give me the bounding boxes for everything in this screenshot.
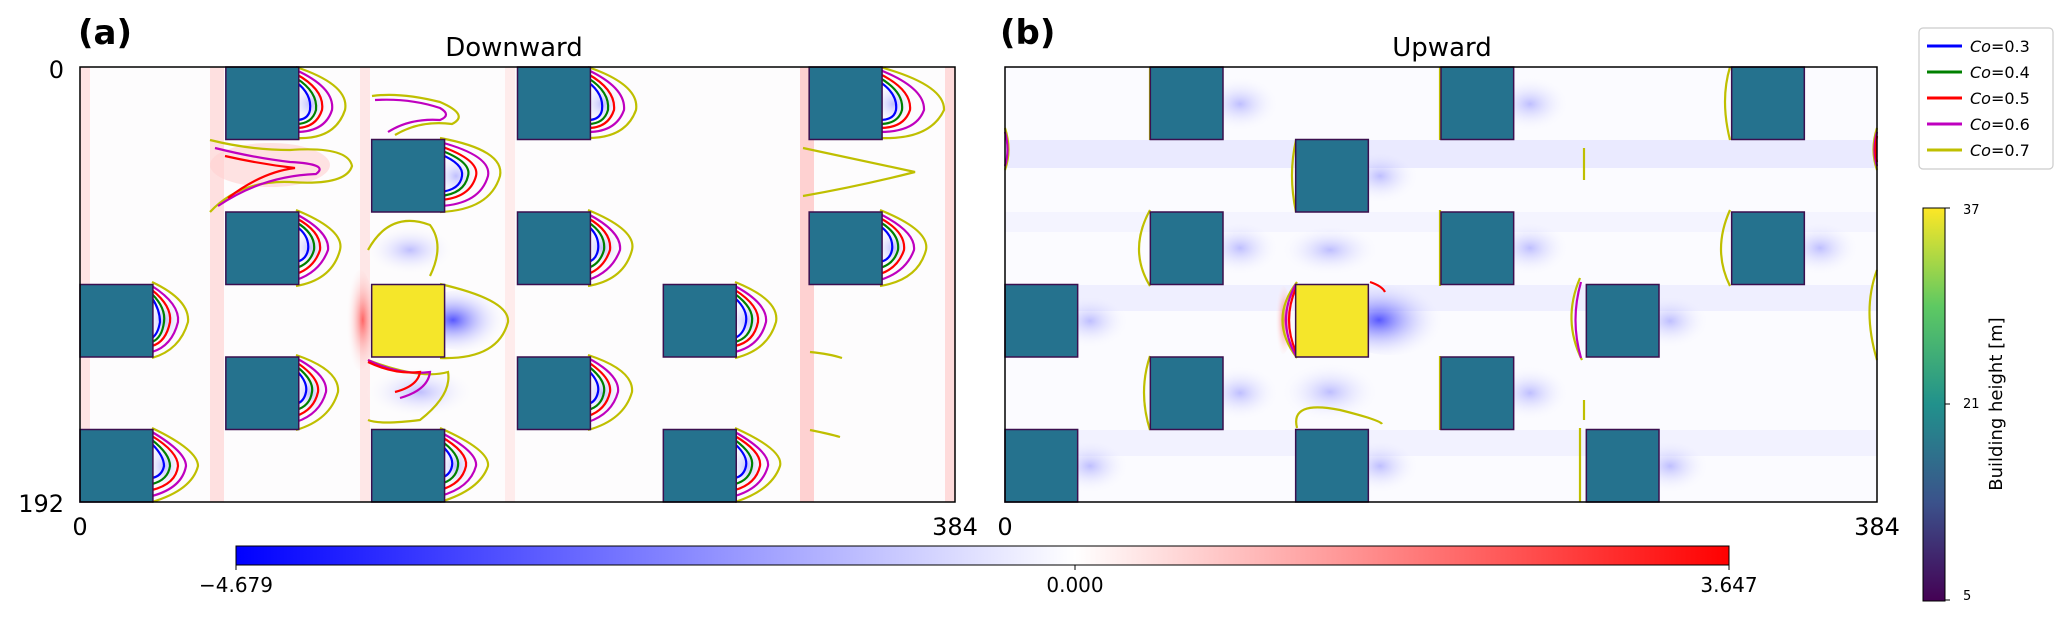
svg-text:Co=0.3: Co=0.3	[1970, 37, 2030, 56]
legend-label-prefix: Co	[1970, 63, 1991, 82]
building	[1294, 428, 1370, 503]
building	[1149, 356, 1224, 431]
legend-label-prefix: Co	[1970, 141, 1991, 160]
building	[1730, 211, 1806, 286]
building	[1585, 428, 1660, 503]
panel-a-x-tick-start: 0	[72, 513, 87, 541]
building	[1440, 66, 1515, 141]
legend-entry: Co=0.4	[1927, 63, 2030, 82]
building	[79, 283, 154, 358]
legend-label-value: =0.6	[1991, 115, 2030, 134]
colorbar-h-mid-label: 0.000	[1046, 573, 1103, 597]
building	[808, 211, 883, 286]
svg-text:Co=0.5: Co=0.5	[1970, 89, 2030, 108]
legend-label-prefix: Co	[1970, 89, 1991, 108]
legend-label-value: =0.7	[1991, 141, 2030, 160]
panel-a-letter: (a)	[78, 13, 132, 53]
building	[1440, 356, 1515, 431]
legend-label-value: =0.3	[1991, 37, 2030, 56]
building	[1440, 211, 1515, 286]
building	[1004, 283, 1079, 358]
panel-a-buildings	[79, 66, 883, 503]
panel-a-y-tick-top: 0	[49, 56, 64, 84]
panel-a-x-tick-end: 384	[932, 513, 978, 541]
legend-entry: Co=0.7	[1927, 141, 2030, 160]
panel-a: (a) Downward	[18, 13, 978, 541]
building	[370, 428, 446, 503]
building	[662, 283, 737, 358]
panel-b-x-tick-end: 384	[1854, 513, 1900, 541]
building	[662, 428, 737, 503]
panel-b-frame	[1004, 66, 1878, 503]
building	[79, 428, 154, 503]
panel-b-x-tick-start: 0	[997, 513, 1012, 541]
svg-text:Co=0.7: Co=0.7	[1970, 141, 2030, 160]
panel-a-frame	[79, 66, 956, 503]
building	[370, 138, 446, 213]
panel-b: (b) Upward	[997, 13, 1900, 541]
colorbar-h-max-label: 3.647	[1700, 573, 1757, 597]
colorbar-vertical: 37 21 5 Building height [m]	[1922, 203, 2007, 604]
building	[516, 356, 592, 431]
building	[225, 356, 300, 431]
panel-a-y-tick-bottom: 192	[18, 490, 64, 518]
building	[1004, 428, 1079, 503]
legend-entry: Co=0.3	[1927, 37, 2030, 56]
legend-label-prefix: Co	[1970, 115, 1991, 134]
building	[225, 211, 300, 286]
building	[1730, 66, 1806, 141]
building	[516, 211, 592, 286]
building	[225, 66, 300, 141]
legend-entry: Co=0.6	[1927, 115, 2030, 134]
colorbar-v-tick-top: 37	[1963, 203, 1980, 218]
legend-label-value: =0.5	[1991, 89, 2030, 108]
svg-text:Co=0.6: Co=0.6	[1970, 115, 2030, 134]
building	[1294, 138, 1370, 213]
building	[808, 66, 883, 141]
legend-label-value: =0.4	[1991, 63, 2030, 82]
tall-building	[1294, 283, 1370, 358]
legend-label-prefix: Co	[1970, 37, 1991, 56]
colorbar-horizontal: −4.679 0.000 3.647	[199, 545, 1758, 597]
colorbar-h-min-label: −4.679	[199, 573, 273, 597]
panel-a-contours	[151, 65, 946, 504]
colorbar-v-label: Building height [m]	[1986, 317, 2007, 490]
building	[516, 66, 592, 141]
building	[1149, 211, 1224, 286]
panel-b-contours	[1003, 66, 1879, 502]
colorbar-v-tick-mid: 21	[1963, 397, 1980, 412]
svg-text:Co=0.4: Co=0.4	[1970, 63, 2030, 82]
building	[1585, 283, 1660, 358]
colorbar-v-tick-bottom: 5	[1963, 589, 1971, 604]
legend: Co=0.3 Co=0.4 Co=0.5 Co=0.6 Co=0.7	[1918, 27, 2054, 170]
tall-building	[370, 283, 446, 358]
panel-a-title: Downward	[445, 33, 583, 63]
panel-b-buildings	[1004, 66, 1806, 503]
panel-b-letter: (b)	[1000, 13, 1055, 53]
building	[1149, 66, 1224, 141]
panel-b-title: Upward	[1392, 33, 1491, 63]
legend-entry: Co=0.5	[1927, 89, 2030, 108]
